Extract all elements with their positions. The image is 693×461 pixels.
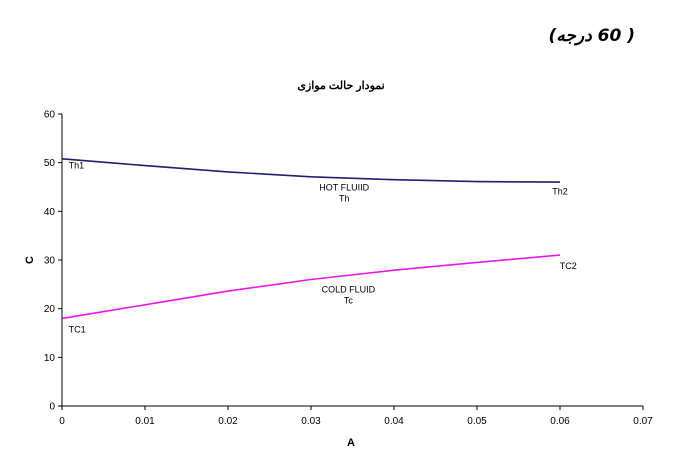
y-tick-label: 10: [44, 353, 56, 364]
axes: 0 10 20 30 40 50 60 0 0.01 0.02 0.03 0.04 0.05 0.06 0.…: [44, 110, 653, 428]
x-tick-label: 0.02: [218, 416, 238, 427]
annotation-tc1: TC1: [69, 325, 86, 335]
y-tick-label: 0: [49, 402, 55, 413]
annotation-line: Th: [339, 193, 350, 203]
x-tick-label: 0.07: [633, 416, 653, 427]
annotation-th2: Th2: [552, 186, 568, 196]
annotation-line: Tc: [344, 296, 354, 306]
chart-title: نمودار حالت موازی: [297, 80, 384, 92]
annotation-tc2: TC2: [560, 261, 577, 271]
y-tick-label: 60: [44, 110, 56, 121]
annotation-line: HOT FLUIID: [319, 182, 369, 192]
annotation-th1: Th1: [69, 161, 85, 171]
annotations: Th1 Th2 HOT FLUIID Th TC1 TC2 COLD FLUID Tc: [69, 161, 577, 335]
annotation-hot-fluid: HOT FLUIID Th: [319, 182, 369, 203]
annotation-line: TC1: [69, 325, 86, 335]
annotation-cold-fluid: COLD FLUID Tc: [322, 285, 376, 306]
annotation-line: TC2: [560, 261, 577, 271]
y-tick-label: 50: [44, 158, 56, 169]
series-line-hot: [61, 158, 561, 183]
y-tick-label: 40: [44, 207, 56, 218]
annotation-line: Th1: [69, 161, 85, 171]
x-tick-label: 0.03: [301, 416, 321, 427]
x-axis-title: A: [347, 437, 355, 449]
annotation-line: COLD FLUID: [322, 285, 376, 295]
x-tick-label: 0: [59, 416, 65, 427]
x-tick-label: 0.05: [467, 416, 487, 427]
series-layer: [61, 158, 561, 320]
y-axis-title: C: [24, 256, 36, 264]
y-tick-label: 20: [44, 304, 56, 315]
x-tick-label: 0.06: [550, 416, 570, 427]
x-tick-label: 0.04: [384, 416, 404, 427]
annotation-line: Th2: [552, 186, 568, 196]
series-line-cold: [61, 254, 561, 320]
page-heading: ( 60 درجه): [548, 26, 635, 46]
y-tick-label: 30: [44, 256, 56, 267]
x-tick-label: 0.01: [135, 416, 155, 427]
